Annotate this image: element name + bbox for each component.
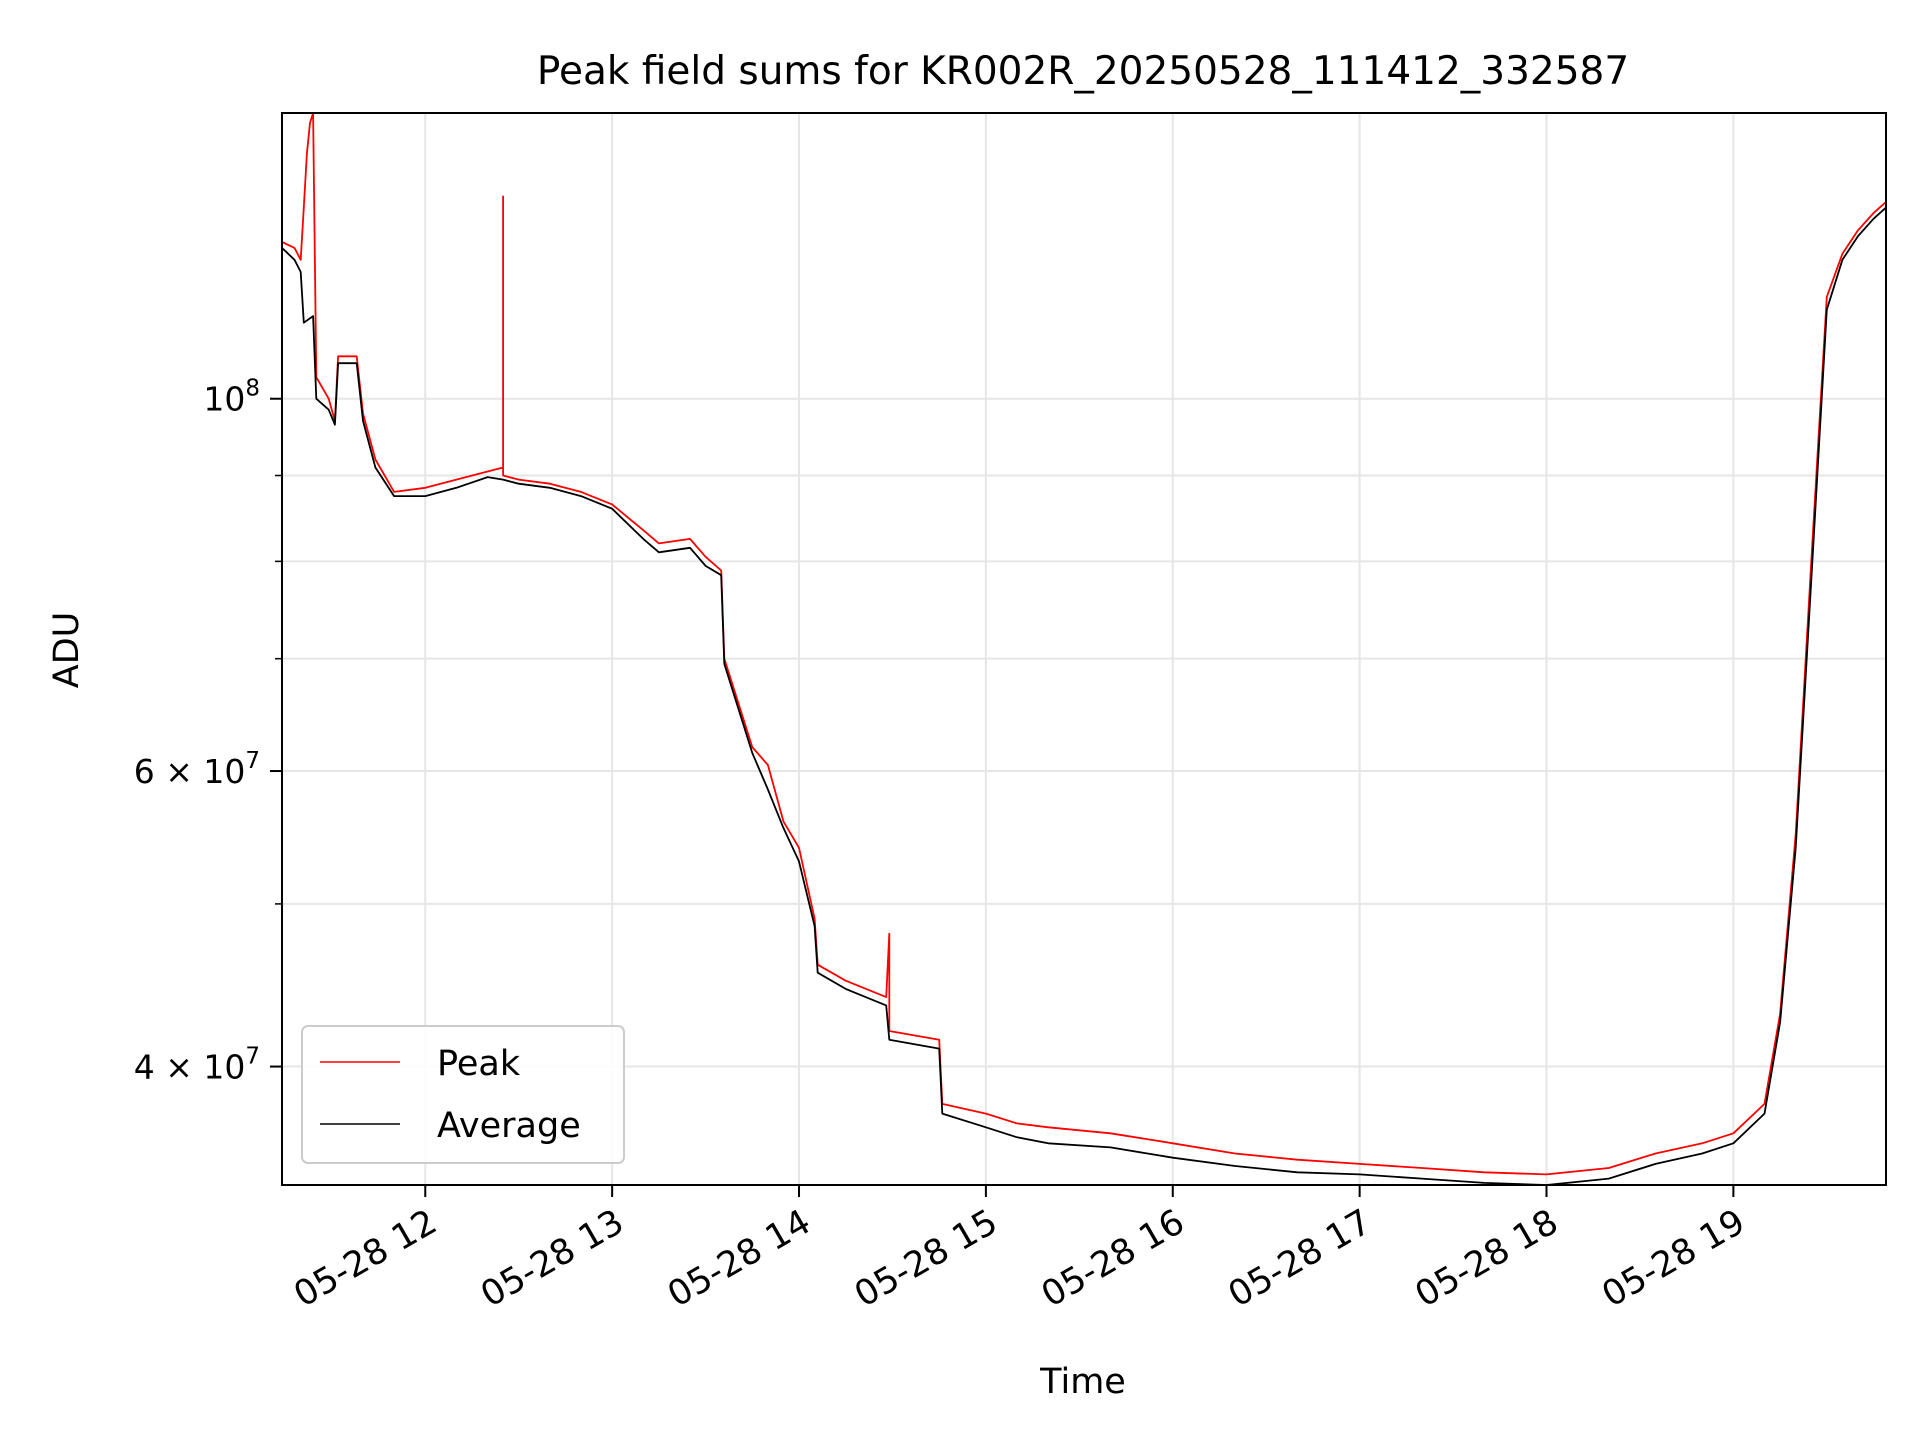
y-tick-base: 6 × 10 (134, 752, 246, 791)
grid (282, 113, 1886, 1185)
y-tick-exponent: 7 (245, 748, 260, 774)
x-axis-label: Time (1039, 1362, 1126, 1402)
legend-box (301, 1025, 625, 1164)
series-line-average (282, 206, 1886, 1185)
y-tick-exponent: 8 (245, 376, 260, 402)
legend: Peak Average (301, 1025, 625, 1164)
series-line-peak (282, 113, 1886, 1176)
y-tick-label: 4 × 107 (134, 1044, 260, 1087)
y-tick-base: 10 (203, 380, 245, 419)
y-axis-label: ADU (47, 612, 87, 689)
y-tick-exponent: 7 (245, 1044, 260, 1070)
plot-frame (281, 112, 1887, 1186)
y-tick-label: 6 × 107 (134, 748, 260, 791)
chart-title: Peak field sums for KR002R_20250528_1114… (537, 49, 1629, 94)
y-tick-label: 108 (203, 376, 260, 419)
legend-label-peak: Peak (437, 1044, 521, 1084)
series-layer (282, 113, 1886, 1185)
y-tick-base: 4 × 10 (134, 1048, 246, 1087)
legend-label-average: Average (437, 1106, 581, 1146)
